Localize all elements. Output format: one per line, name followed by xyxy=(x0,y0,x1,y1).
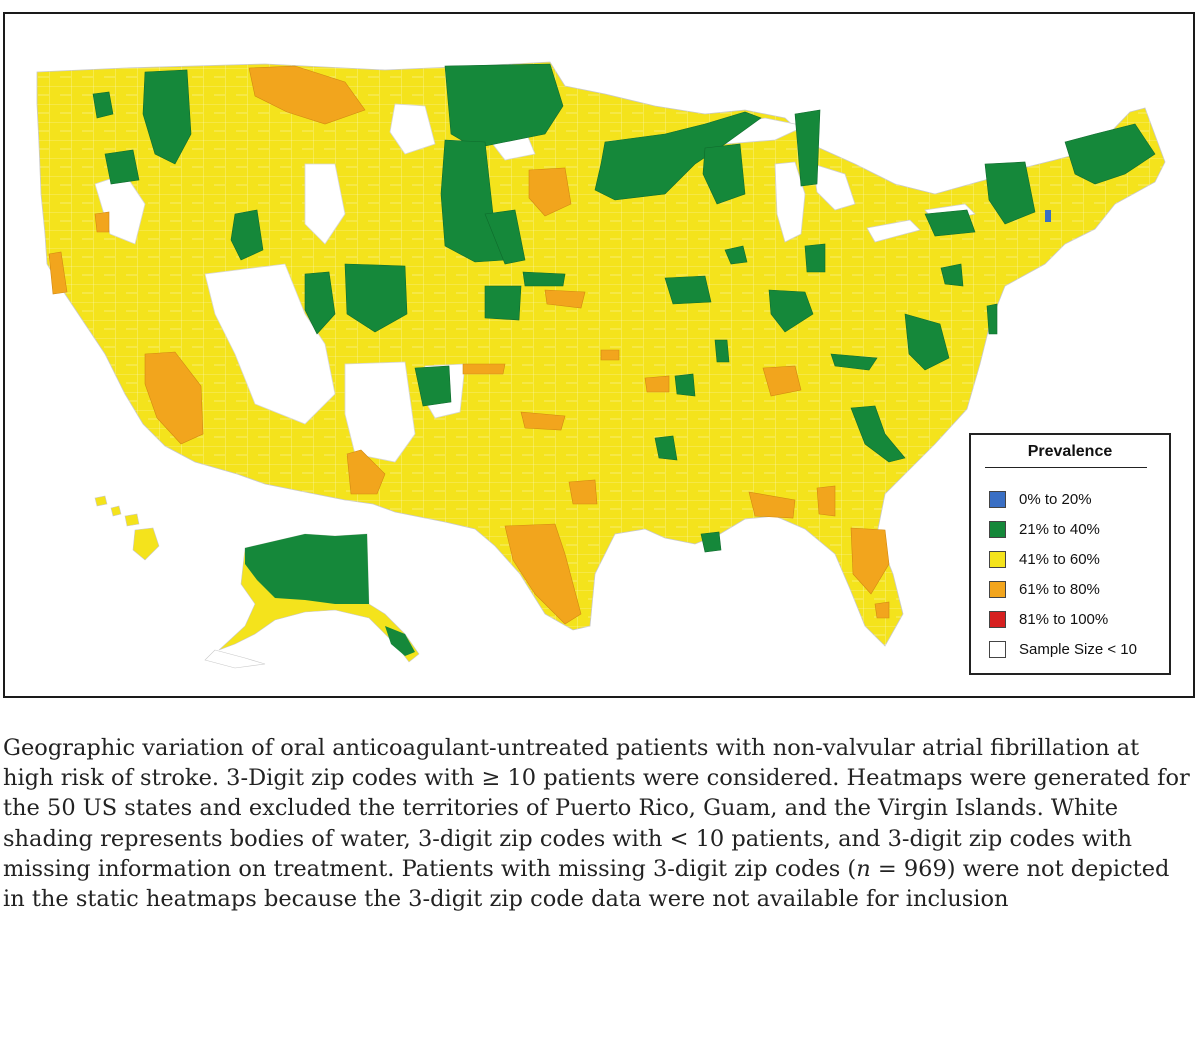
blue-region xyxy=(1045,210,1051,222)
legend-swatch xyxy=(989,521,1006,538)
legend-label: 21% to 40% xyxy=(1019,521,1100,538)
legend-swatch xyxy=(989,551,1006,568)
legend-swatch xyxy=(989,491,1006,508)
legend-divider xyxy=(985,467,1147,468)
legend-label: Sample Size < 10 xyxy=(1019,641,1137,658)
orange-regions xyxy=(48,65,890,625)
green-regions xyxy=(92,63,1156,553)
hawaii xyxy=(94,495,160,561)
legend-label: 81% to 100% xyxy=(1019,611,1109,628)
legend-label: 41% to 60% xyxy=(1019,551,1100,568)
legend-label: 61% to 80% xyxy=(1019,581,1100,598)
caption-text-part2: = 969) were not depicted in the static h… xyxy=(3,855,1170,913)
low-sample-regions xyxy=(94,103,536,463)
map-legend: Prevalence 0% to 20% 21% to 40% 41% to 6… xyxy=(969,433,1171,675)
caption-n-symbol: n xyxy=(856,855,871,882)
legend-swatch xyxy=(989,611,1006,628)
legend-label: 0% to 20% xyxy=(1019,491,1092,508)
legend-swatch xyxy=(989,641,1006,658)
legend-swatch xyxy=(989,581,1006,598)
figure-frame: Prevalence 0% to 20% 21% to 40% 41% to 6… xyxy=(3,12,1195,698)
caption-text-part1: Geographic variation of oral anticoagula… xyxy=(3,735,1190,882)
alaska xyxy=(204,533,420,669)
figure-caption: Geographic variation of oral anticoagula… xyxy=(3,733,1193,914)
legend-title: Prevalence xyxy=(1027,443,1113,460)
us-heatmap xyxy=(36,61,1166,669)
